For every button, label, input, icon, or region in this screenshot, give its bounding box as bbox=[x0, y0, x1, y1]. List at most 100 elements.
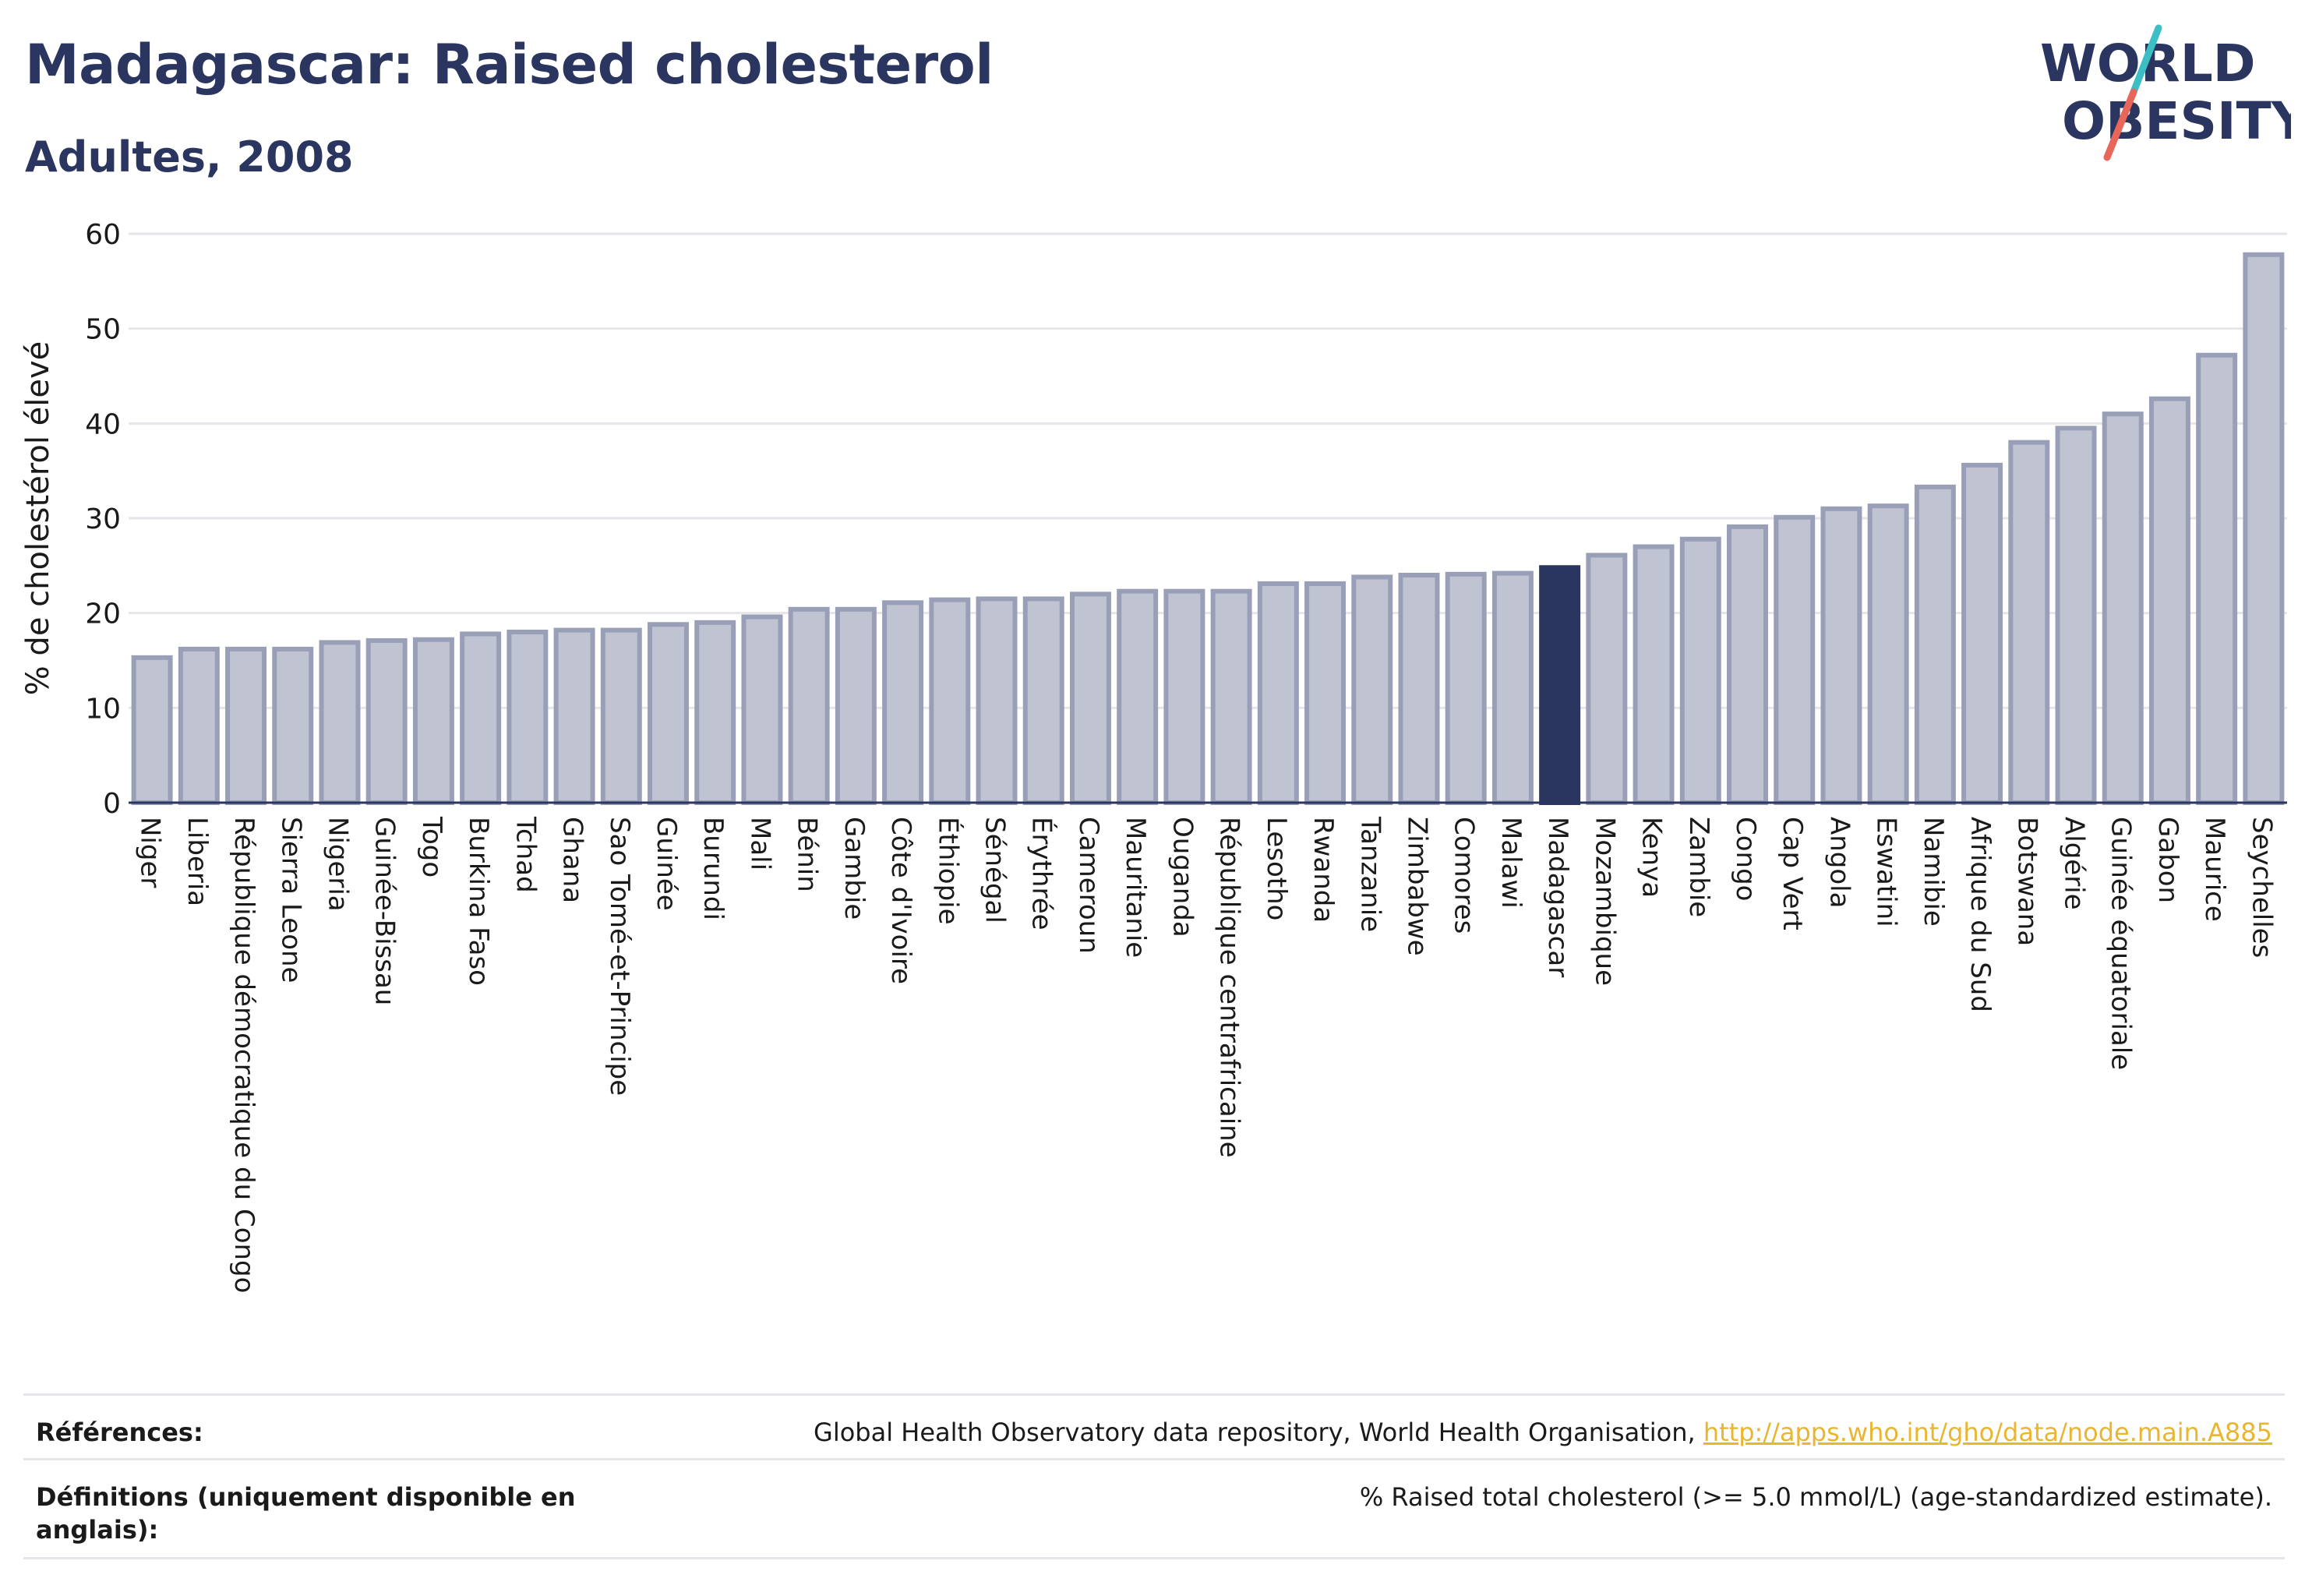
x-tick-label: Eswatini bbox=[1871, 817, 1902, 927]
x-tick-label: Mozambique bbox=[1589, 817, 1620, 986]
x-tick-label: Kenya bbox=[1636, 817, 1668, 898]
x-tick-label: Ghana bbox=[557, 817, 588, 903]
x-tick-label: République centrafricaine bbox=[1214, 817, 1245, 1158]
x-tick-label: Cap Vert bbox=[1777, 817, 1808, 930]
bar bbox=[1586, 553, 1628, 805]
y-axis-label: % de cholestérol élevé bbox=[20, 341, 56, 696]
x-tick-label: Côte d'Ivoire bbox=[885, 817, 916, 984]
x-tick-label: Burundi bbox=[697, 817, 729, 920]
x-tick-label: Gabon bbox=[2152, 817, 2183, 903]
x-tick-label: Tanzanie bbox=[1354, 816, 1385, 932]
y-axis-ticks: 0 10 20 30 40 50 60 bbox=[85, 219, 121, 820]
x-tick-label: Mali bbox=[744, 817, 775, 870]
y-tick-label: 40 bbox=[85, 408, 121, 440]
bar bbox=[2055, 425, 2097, 805]
bar bbox=[2102, 411, 2144, 805]
bar-highlight bbox=[1539, 565, 1581, 805]
logo-word-obesity: OBESITY bbox=[2062, 91, 2291, 151]
x-tick-label: Zimbabwe bbox=[1401, 817, 1432, 956]
bar bbox=[365, 637, 408, 806]
x-tick-label: Comores bbox=[1449, 817, 1480, 934]
bar bbox=[1117, 588, 1159, 805]
bar bbox=[553, 627, 595, 805]
bar bbox=[882, 600, 924, 805]
bar bbox=[1727, 524, 1768, 805]
x-tick-label: Afrique du Sud bbox=[1964, 817, 1996, 1012]
bar bbox=[1679, 536, 1721, 805]
bar bbox=[1867, 503, 1909, 805]
bar bbox=[2148, 396, 2190, 805]
bar bbox=[929, 597, 971, 805]
x-tick-label: Cameroun bbox=[1073, 817, 1104, 954]
world-obesity-logo: WORLD OBESITY bbox=[2040, 24, 2291, 161]
x-tick-label: Tchad bbox=[510, 816, 541, 893]
y-tick-label: 0 bbox=[103, 788, 121, 820]
bar bbox=[2196, 352, 2238, 805]
x-tick-label: République démocratique du Congo bbox=[228, 817, 259, 1293]
references-link[interactable]: http://apps.who.int/gho/data/node.main.A… bbox=[1703, 1418, 2272, 1447]
bar bbox=[1210, 588, 1252, 805]
x-tick-label: Érythrée bbox=[1026, 817, 1058, 930]
bar bbox=[272, 646, 314, 806]
x-tick-label: Niger bbox=[135, 817, 166, 888]
chart-title: Madagascar: Raised cholesterol bbox=[25, 33, 994, 97]
x-tick-label: Seychelles bbox=[2246, 817, 2277, 958]
bar bbox=[1491, 570, 1534, 805]
x-tick-label: Gambie bbox=[838, 817, 870, 920]
x-tick-label: Éthiopie bbox=[932, 817, 964, 925]
bar bbox=[460, 631, 502, 806]
x-tick-label: Ouganda bbox=[1167, 817, 1198, 937]
x-tick-label: Zambie bbox=[1683, 817, 1714, 917]
bar bbox=[178, 646, 220, 806]
references-row: Références: Global Health Observatory da… bbox=[23, 1393, 2285, 1458]
y-tick-label: 20 bbox=[85, 598, 121, 630]
bar bbox=[788, 606, 830, 805]
x-tick-label: Botswana bbox=[2011, 817, 2042, 946]
x-tick-label: Malawi bbox=[1495, 817, 1527, 909]
x-tick-label: Burkina Faso bbox=[463, 817, 494, 986]
x-tick-label: Algérie bbox=[2059, 817, 2090, 910]
x-tick-label: Namibie bbox=[1918, 817, 1949, 927]
bar bbox=[648, 622, 689, 805]
x-tick-label: Sao Tomé-et-Principe bbox=[604, 817, 635, 1096]
x-tick-label: Togo bbox=[416, 816, 447, 877]
bar bbox=[1820, 506, 1862, 805]
logo-slash-coral bbox=[2103, 88, 2137, 161]
x-tick-label: Nigeria bbox=[322, 817, 353, 912]
y-tick-label: 30 bbox=[85, 503, 121, 535]
footer-table: Références: Global Health Observatory da… bbox=[23, 1393, 2285, 1559]
x-tick-label: Guinée bbox=[651, 817, 682, 911]
bar bbox=[976, 596, 1018, 805]
x-tick-label: Sénégal bbox=[980, 817, 1011, 923]
x-tick-label: Bénin bbox=[792, 817, 823, 892]
bar bbox=[2243, 252, 2285, 806]
bar bbox=[1257, 581, 1299, 805]
x-tick-label: Liberia bbox=[182, 817, 213, 906]
bar bbox=[2008, 440, 2050, 805]
bar bbox=[412, 637, 454, 805]
chart-subtitle: Adultes, 2008 bbox=[25, 132, 354, 182]
x-tick-label: Madagascar bbox=[1542, 817, 1573, 977]
bar bbox=[225, 646, 267, 806]
bar bbox=[1445, 571, 1487, 805]
y-tick-label: 50 bbox=[85, 314, 121, 346]
bar bbox=[1633, 544, 1675, 805]
x-axis-ticks: Niger Liberia République démocratique du C… bbox=[135, 816, 2278, 1293]
bar bbox=[1351, 574, 1393, 805]
definitions-label: Définitions (uniquement disponible en an… bbox=[36, 1482, 576, 1545]
bar bbox=[1163, 588, 1205, 805]
bar bbox=[1304, 581, 1347, 805]
x-tick-label: Angola bbox=[1823, 817, 1855, 908]
bar bbox=[1914, 484, 1956, 805]
bars bbox=[131, 252, 2285, 806]
logo-slash-teal bbox=[2130, 24, 2162, 96]
references-label: Références: bbox=[36, 1418, 203, 1447]
bar bbox=[741, 614, 783, 805]
bar bbox=[131, 655, 173, 805]
x-tick-label: Lesotho bbox=[1261, 817, 1292, 920]
references-text: Global Health Observatory data repositor… bbox=[814, 1418, 1703, 1447]
bar bbox=[1774, 514, 1816, 805]
bar bbox=[835, 606, 877, 805]
bar bbox=[600, 627, 642, 805]
references-value: Global Health Observatory data repositor… bbox=[814, 1416, 2272, 1449]
